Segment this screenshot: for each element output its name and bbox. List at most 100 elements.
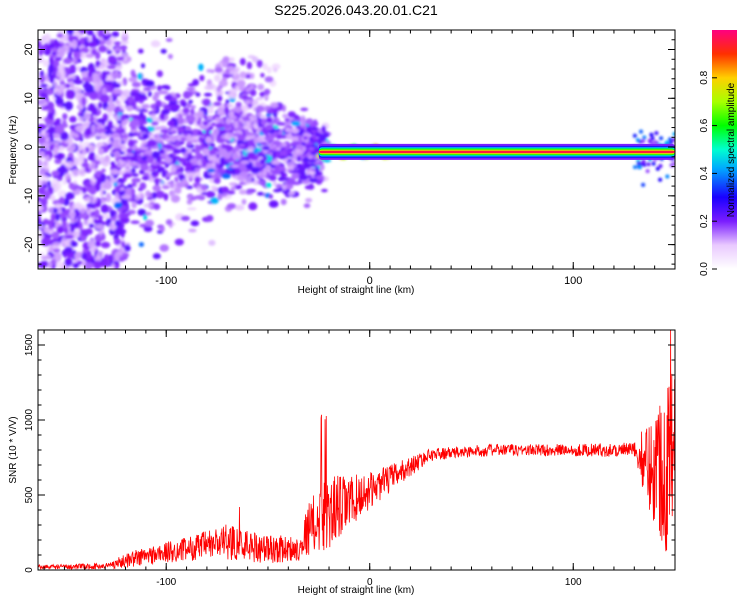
spectrogram-cell: [54, 252, 62, 262]
spectrogram-cell: [103, 125, 112, 135]
spectrogram-cell: [73, 30, 81, 35]
spectrogram-x-label: Height of straight line (km): [298, 285, 415, 296]
spectrogram-cell: [641, 139, 646, 144]
spectrogram-cell: [158, 149, 166, 155]
spectrogram-cell: [168, 99, 178, 105]
spectrogram-cell: [174, 238, 184, 246]
spectrogram-cell: [56, 152, 63, 160]
spectrogram-cell: [165, 137, 172, 143]
spectrogram-cell: [181, 178, 188, 185]
spectrogram-cell: [113, 238, 121, 246]
spectrogram-cell: [91, 48, 97, 56]
spectrogram-cell: [139, 111, 144, 118]
spectrogram-cell: [308, 171, 316, 175]
spectrogram-cell: [78, 212, 88, 219]
spectrogram-cell: [49, 56, 54, 65]
spectrogram-cell: [98, 156, 106, 165]
spectrogram-cell: [190, 105, 196, 109]
spectrogram-cell: [50, 213, 56, 222]
spectrogram-cell: [240, 160, 250, 164]
spectrogram-cell: [203, 92, 213, 97]
spectrogram-cell: [172, 148, 181, 154]
spectrogram-cell: [54, 203, 63, 209]
snr-y-ticks: 0 500 1000 1500: [24, 329, 675, 573]
spectrogram-cell: [102, 204, 108, 214]
spectrogram-cell: [279, 150, 288, 158]
spectrogram-cell: [217, 95, 223, 102]
spectrogram-cell: [186, 115, 196, 123]
spectrogram-cell: [155, 131, 165, 136]
spectrogram-cell: [264, 76, 274, 83]
spectrogram-cell: [249, 84, 255, 91]
spectrogram-cell: [165, 219, 173, 226]
spectrogram-cell: [243, 120, 251, 129]
spectrogram-cell: [207, 83, 216, 90]
spectrogram-cell: [78, 204, 87, 214]
spectrogram-cell: [116, 56, 125, 61]
spectrogram-cell: [83, 110, 91, 121]
spectrogram-cell: [265, 124, 274, 131]
spectrogram-cell: [161, 170, 167, 178]
spectrogram-cell: [55, 261, 64, 269]
spectrogram-cell: [101, 168, 106, 173]
spectrogram-cell: [665, 174, 670, 179]
spectrogram-cell: [238, 189, 247, 195]
colorbar-tick-label: 0.8: [699, 70, 710, 84]
spectrogram-cell: [245, 134, 256, 140]
y-tick-label: -10: [23, 188, 35, 204]
spectrogram-cell: [637, 165, 642, 170]
y-tick-label: 0: [23, 144, 35, 150]
spectrogram-cell: [64, 101, 73, 111]
spectrogram-cell: [234, 84, 239, 93]
spectrogram-cell: [71, 74, 76, 80]
spectrogram-cell: [217, 168, 226, 174]
spectrogram-cell: [234, 167, 240, 176]
spectrogram-cell: [112, 82, 121, 88]
spectrogram-cell: [102, 181, 113, 190]
spectrogram-cell: [94, 208, 100, 219]
spectrogram-cell: [206, 215, 214, 222]
spectrogram-cell: [296, 163, 303, 170]
spectrogram-cell: [252, 56, 259, 63]
spectrogram-cell: [128, 132, 135, 137]
spectrogram-cell: [170, 191, 175, 199]
spectrogram-cell: [237, 80, 246, 88]
spectrogram-cell: [172, 156, 181, 160]
spectrogram-cell: [58, 38, 64, 43]
spectrogram-cell: [268, 194, 273, 199]
spectrogram-cell: [281, 104, 287, 112]
spectrogram-cell: [65, 161, 74, 169]
spectrogram-cell: [124, 166, 132, 175]
spectrogram-cell: [85, 53, 95, 59]
spectrogram-cell: [161, 109, 170, 115]
spectrogram-cell: [131, 181, 137, 187]
spectrogram-cell: [206, 68, 212, 73]
spectrogram-cell: [69, 210, 76, 219]
spectrogram-cell: [101, 233, 106, 241]
spectrogram-cell: [45, 228, 54, 235]
spectrogram-cell: [64, 246, 73, 254]
spectrogram-cell: [120, 216, 130, 224]
spectrogram-cell: [259, 180, 265, 184]
spectrogram-cell: [90, 124, 96, 132]
spectrogram-cell: [239, 71, 247, 79]
spectrogram-cell: [232, 152, 239, 161]
spectrogram-cell: [161, 84, 171, 90]
spectrogram-cell: [296, 156, 302, 162]
spectrogram-cell: [146, 155, 155, 164]
spectrogram-cell: [664, 140, 669, 145]
spectrogram-cell: [54, 158, 62, 164]
spectrogram-cell: [103, 30, 110, 35]
spectrogram-cell: [48, 222, 53, 230]
spectrogram-cell: [272, 180, 277, 187]
chart-title: S225.2026.043.20.01.C21: [274, 2, 438, 18]
spectrogram-cell: [77, 86, 82, 95]
spectrogram-cell: [39, 75, 46, 84]
spectrogram-cell: [47, 261, 53, 269]
spectrogram-cell: [105, 107, 114, 112]
spectrogram-cell: [272, 171, 281, 175]
spectrogram-cell: [213, 101, 222, 107]
spectrogram-cell: [210, 197, 219, 204]
